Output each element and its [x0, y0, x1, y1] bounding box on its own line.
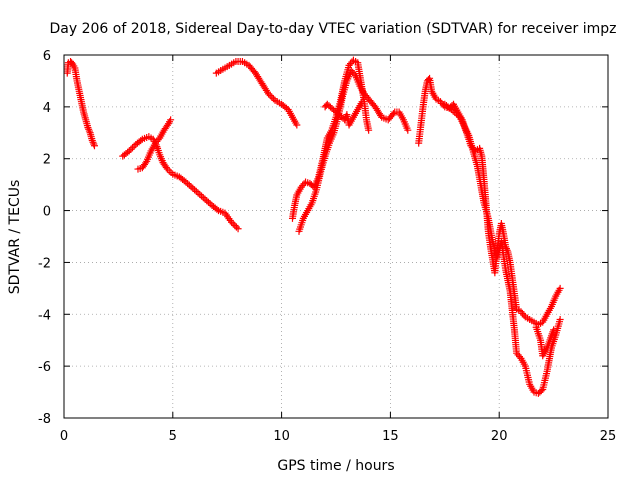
- y-tick-label: -2: [38, 256, 51, 271]
- x-tick-label: 25: [600, 429, 617, 444]
- data-point: [404, 126, 412, 134]
- data-point: [265, 90, 273, 98]
- data-point: [213, 205, 221, 213]
- data-point: [154, 136, 162, 144]
- data-series: [441, 100, 564, 397]
- x-tick-label: 20: [491, 429, 508, 444]
- data-point: [358, 98, 366, 106]
- data-point: [129, 144, 137, 152]
- data-point: [88, 137, 96, 145]
- data-point: [266, 92, 274, 100]
- data-point: [556, 315, 564, 323]
- x-tick-label: 10: [273, 429, 290, 444]
- y-tick-label: -4: [38, 308, 51, 323]
- data-point: [350, 70, 358, 78]
- data-point: [229, 220, 237, 228]
- data-point: [192, 187, 200, 195]
- data-point: [201, 195, 209, 203]
- data-point: [194, 189, 202, 197]
- data-point: [196, 190, 204, 198]
- data-point: [199, 194, 207, 202]
- data-point: [389, 110, 397, 118]
- data-point: [90, 142, 98, 150]
- data-point: [234, 225, 242, 233]
- data-point: [228, 218, 236, 226]
- data-point: [537, 387, 545, 395]
- data-point: [550, 326, 558, 334]
- data-point: [556, 284, 564, 292]
- y-tick-label: -6: [38, 360, 51, 375]
- data-point: [520, 311, 528, 319]
- data-point: [90, 140, 98, 148]
- data-point: [198, 192, 206, 200]
- data-series: [532, 323, 558, 360]
- x-axis-label: GPS time / hours: [277, 458, 394, 474]
- data-series: [63, 57, 98, 150]
- data-point: [187, 183, 195, 191]
- y-tick-label: 2: [43, 153, 51, 168]
- y-axis-label: SDTVAR / TECUs: [7, 180, 23, 295]
- data-point: [191, 186, 199, 194]
- data-series: [321, 98, 366, 129]
- y-tick-label: 6: [43, 49, 51, 64]
- data-series: [212, 57, 301, 129]
- data-series: [295, 67, 412, 235]
- data-point: [84, 124, 92, 132]
- data-point: [502, 243, 510, 251]
- x-tick-label: 15: [382, 429, 399, 444]
- x-tick-label: 0: [60, 429, 68, 444]
- data-series: [119, 133, 242, 233]
- data-point: [232, 223, 240, 231]
- data-point: [125, 147, 133, 155]
- data-point: [189, 184, 197, 192]
- data-point: [365, 126, 373, 134]
- data-point: [231, 221, 239, 229]
- data-point: [269, 95, 277, 103]
- plot-frame: [63, 54, 609, 419]
- y-tick-label: 0: [43, 205, 51, 220]
- data-point: [203, 197, 211, 205]
- data-point: [204, 198, 212, 206]
- data-points: [63, 56, 564, 397]
- data-series: [134, 116, 175, 173]
- data-point: [85, 125, 93, 133]
- data-point: [163, 121, 171, 129]
- data-point: [293, 121, 301, 129]
- data-point: [127, 145, 135, 153]
- data-point: [268, 93, 276, 101]
- data-point: [516, 353, 524, 361]
- x-tick-label: 5: [169, 429, 177, 444]
- data-point: [185, 181, 193, 189]
- data-point: [85, 127, 93, 135]
- data-series: [415, 74, 564, 329]
- data-point: [89, 138, 97, 146]
- data-point: [167, 116, 175, 124]
- chart-title: Day 206 of 2018, Sidereal Day-to-day VTE…: [50, 21, 617, 37]
- y-tick-label: 4: [43, 101, 51, 116]
- y-tick-label: -8: [38, 412, 51, 427]
- data-point: [137, 137, 145, 145]
- data-point: [142, 159, 150, 167]
